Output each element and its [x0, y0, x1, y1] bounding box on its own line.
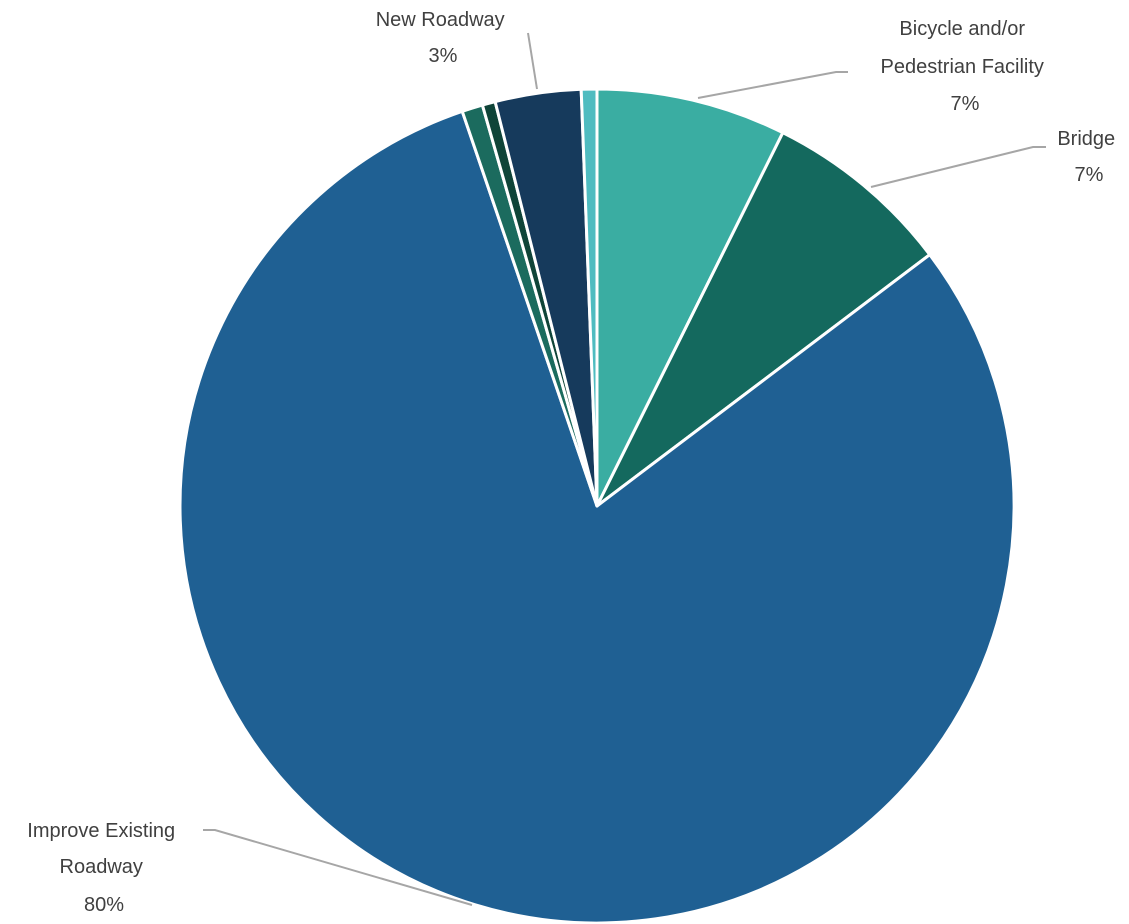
- pie-slice-bicycle-and-or-pedestrian-facility: [595, 87, 785, 508]
- label-improve-existing: Improve Existing Roadway 80%: [27, 820, 180, 916]
- label-bicycle-line-1: Bicycle and/or: [899, 18, 1025, 40]
- label-improve-line-2: Roadway: [60, 856, 143, 878]
- data-labels: Bicycle and/or Pedestrian Facility 7% Br…: [27, 9, 1120, 916]
- label-bridge-percent: 7%: [1075, 164, 1104, 186]
- leader-line-bicycle: [697, 71, 848, 99]
- pie-slice-bridge: [595, 131, 932, 508]
- leader-line-improve: [203, 829, 473, 906]
- label-new-roadway-percent: 3%: [429, 45, 458, 67]
- label-bridge: Bridge 7%: [1057, 128, 1120, 186]
- label-new-roadway: New Roadway 3%: [376, 9, 511, 67]
- label-improve-line-1: Improve Existing: [27, 820, 175, 842]
- pie-slice-unlabeled-6: [579, 87, 599, 508]
- leader-lines: [203, 32, 1046, 906]
- pie-slices: [178, 87, 1016, 924]
- leader-line-new-roadway: [527, 32, 538, 90]
- label-bicycle-pedestrian: Bicycle and/or Pedestrian Facility 7%: [881, 18, 1050, 115]
- leader-line-bridge: [870, 146, 1046, 188]
- label-new-roadway-line-1: New Roadway: [376, 9, 505, 31]
- label-bridge-line-1: Bridge: [1057, 128, 1115, 150]
- label-bicycle-line-2: Pedestrian Facility: [881, 56, 1044, 78]
- label-bicycle-percent: 7%: [951, 93, 980, 115]
- label-improve-percent: 80%: [84, 894, 124, 916]
- pie-slice-improve-existing-roadway: [178, 109, 1016, 924]
